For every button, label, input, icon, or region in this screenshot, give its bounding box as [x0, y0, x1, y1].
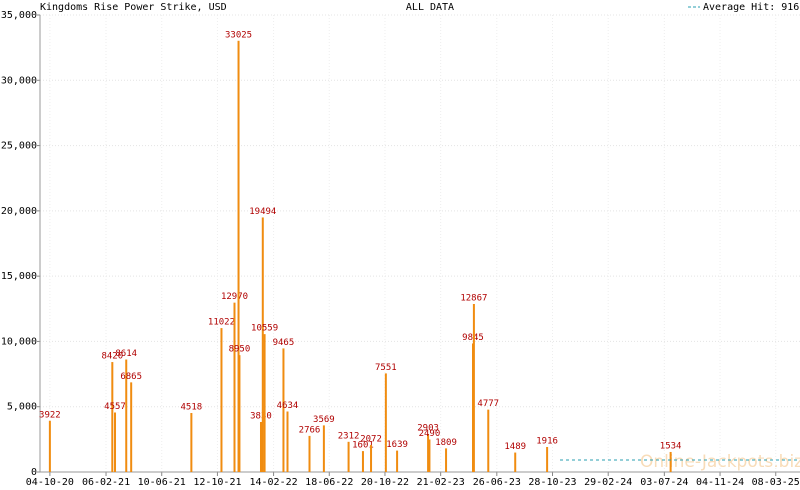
bar — [445, 448, 448, 472]
bar — [669, 451, 672, 472]
value-label: 3569 — [313, 415, 335, 425]
value-label: 2312 — [338, 431, 360, 441]
bar — [308, 435, 311, 472]
bar — [48, 420, 51, 472]
value-label: 4518 — [181, 403, 203, 413]
bar — [263, 334, 266, 472]
value-label: 2766 — [299, 425, 321, 435]
bar — [396, 450, 399, 472]
bar — [384, 373, 387, 472]
bar — [427, 434, 430, 472]
y-tick-label: 20,000 — [1, 206, 37, 217]
bar — [261, 217, 264, 472]
bar — [237, 40, 240, 473]
bar — [347, 441, 350, 472]
x-tick-label: 21-02-23 — [417, 477, 465, 488]
bar — [472, 303, 475, 472]
bar — [259, 421, 262, 472]
bar — [361, 451, 364, 472]
bar — [322, 425, 325, 472]
value-label: 19494 — [249, 207, 276, 217]
value-label: 3922 — [39, 410, 61, 420]
value-label: 9465 — [273, 338, 295, 348]
y-tick-label: 10,000 — [1, 336, 37, 347]
bar — [282, 348, 285, 472]
y-tick-label: 25,000 — [1, 141, 37, 152]
x-tick-label: 29-02-24 — [584, 477, 632, 488]
value-label: 6865 — [120, 372, 142, 382]
x-tick-label: 12-10-21 — [193, 477, 241, 488]
value-label: 1809 — [435, 438, 457, 448]
value-label: 33025 — [225, 30, 252, 40]
value-label: 4557 — [104, 402, 126, 412]
value-label: 2072 — [360, 434, 382, 444]
value-label: 1489 — [504, 442, 526, 452]
bar — [190, 413, 193, 472]
value-label: 1639 — [386, 440, 408, 450]
x-tick-label: 14-02-22 — [249, 477, 297, 488]
x-tick-label: 08-03-25 — [752, 477, 800, 488]
bar — [428, 439, 431, 472]
bar — [286, 411, 289, 472]
x-tick-label: 04-10-20 — [26, 477, 74, 488]
value-label: 3830 — [250, 411, 272, 421]
y-tick-label: 30,000 — [1, 75, 37, 86]
value-label: 4777 — [477, 399, 499, 409]
bar — [487, 409, 490, 472]
x-tick-label: 28-10-23 — [528, 477, 576, 488]
x-tick-label: 26-06-23 — [473, 477, 521, 488]
chart-subtitle: ALL DATA — [406, 2, 454, 13]
bar — [514, 452, 517, 472]
y-tick-label: 15,000 — [1, 271, 37, 282]
x-tick-label: 03-07-24 — [640, 477, 688, 488]
value-label: 8950 — [229, 345, 251, 355]
value-label: 1601 — [352, 441, 374, 451]
legend-label: Average Hit: 916 — [703, 2, 799, 13]
bar — [111, 362, 114, 472]
bar — [125, 359, 128, 472]
value-label: 8420 — [101, 352, 123, 362]
value-label: 2490 — [419, 429, 441, 439]
bar — [233, 302, 236, 472]
bar — [546, 446, 549, 472]
x-tick-label: 06-02-21 — [82, 477, 130, 488]
chart-title: Kingdoms Rise Power Strike, USD — [40, 2, 227, 13]
value-label: 12970 — [221, 292, 248, 302]
y-tick-label: 35,000 — [1, 10, 37, 21]
value-label: 2903 — [417, 424, 439, 434]
value-label: 1534 — [660, 441, 682, 451]
x-tick-label: 20-10-22 — [361, 477, 409, 488]
bar — [370, 444, 373, 472]
x-tick-label: 04-11-24 — [696, 477, 744, 488]
y-tick-label: 5,000 — [7, 402, 37, 413]
bar — [238, 355, 241, 472]
bar — [130, 382, 133, 472]
y-tick-label: 0 — [31, 467, 37, 478]
bar — [114, 412, 117, 472]
x-tick-label: 18-06-22 — [305, 477, 353, 488]
value-label: 10559 — [251, 324, 278, 334]
value-label: 12867 — [460, 293, 487, 303]
value-label: 4634 — [277, 401, 299, 411]
value-label: 7551 — [375, 363, 397, 373]
value-label: 1916 — [536, 436, 558, 446]
value-label: 8614 — [115, 349, 137, 359]
value-label: 11022 — [208, 318, 235, 328]
x-tick-label: 10-06-21 — [138, 477, 186, 488]
bar — [220, 328, 223, 472]
